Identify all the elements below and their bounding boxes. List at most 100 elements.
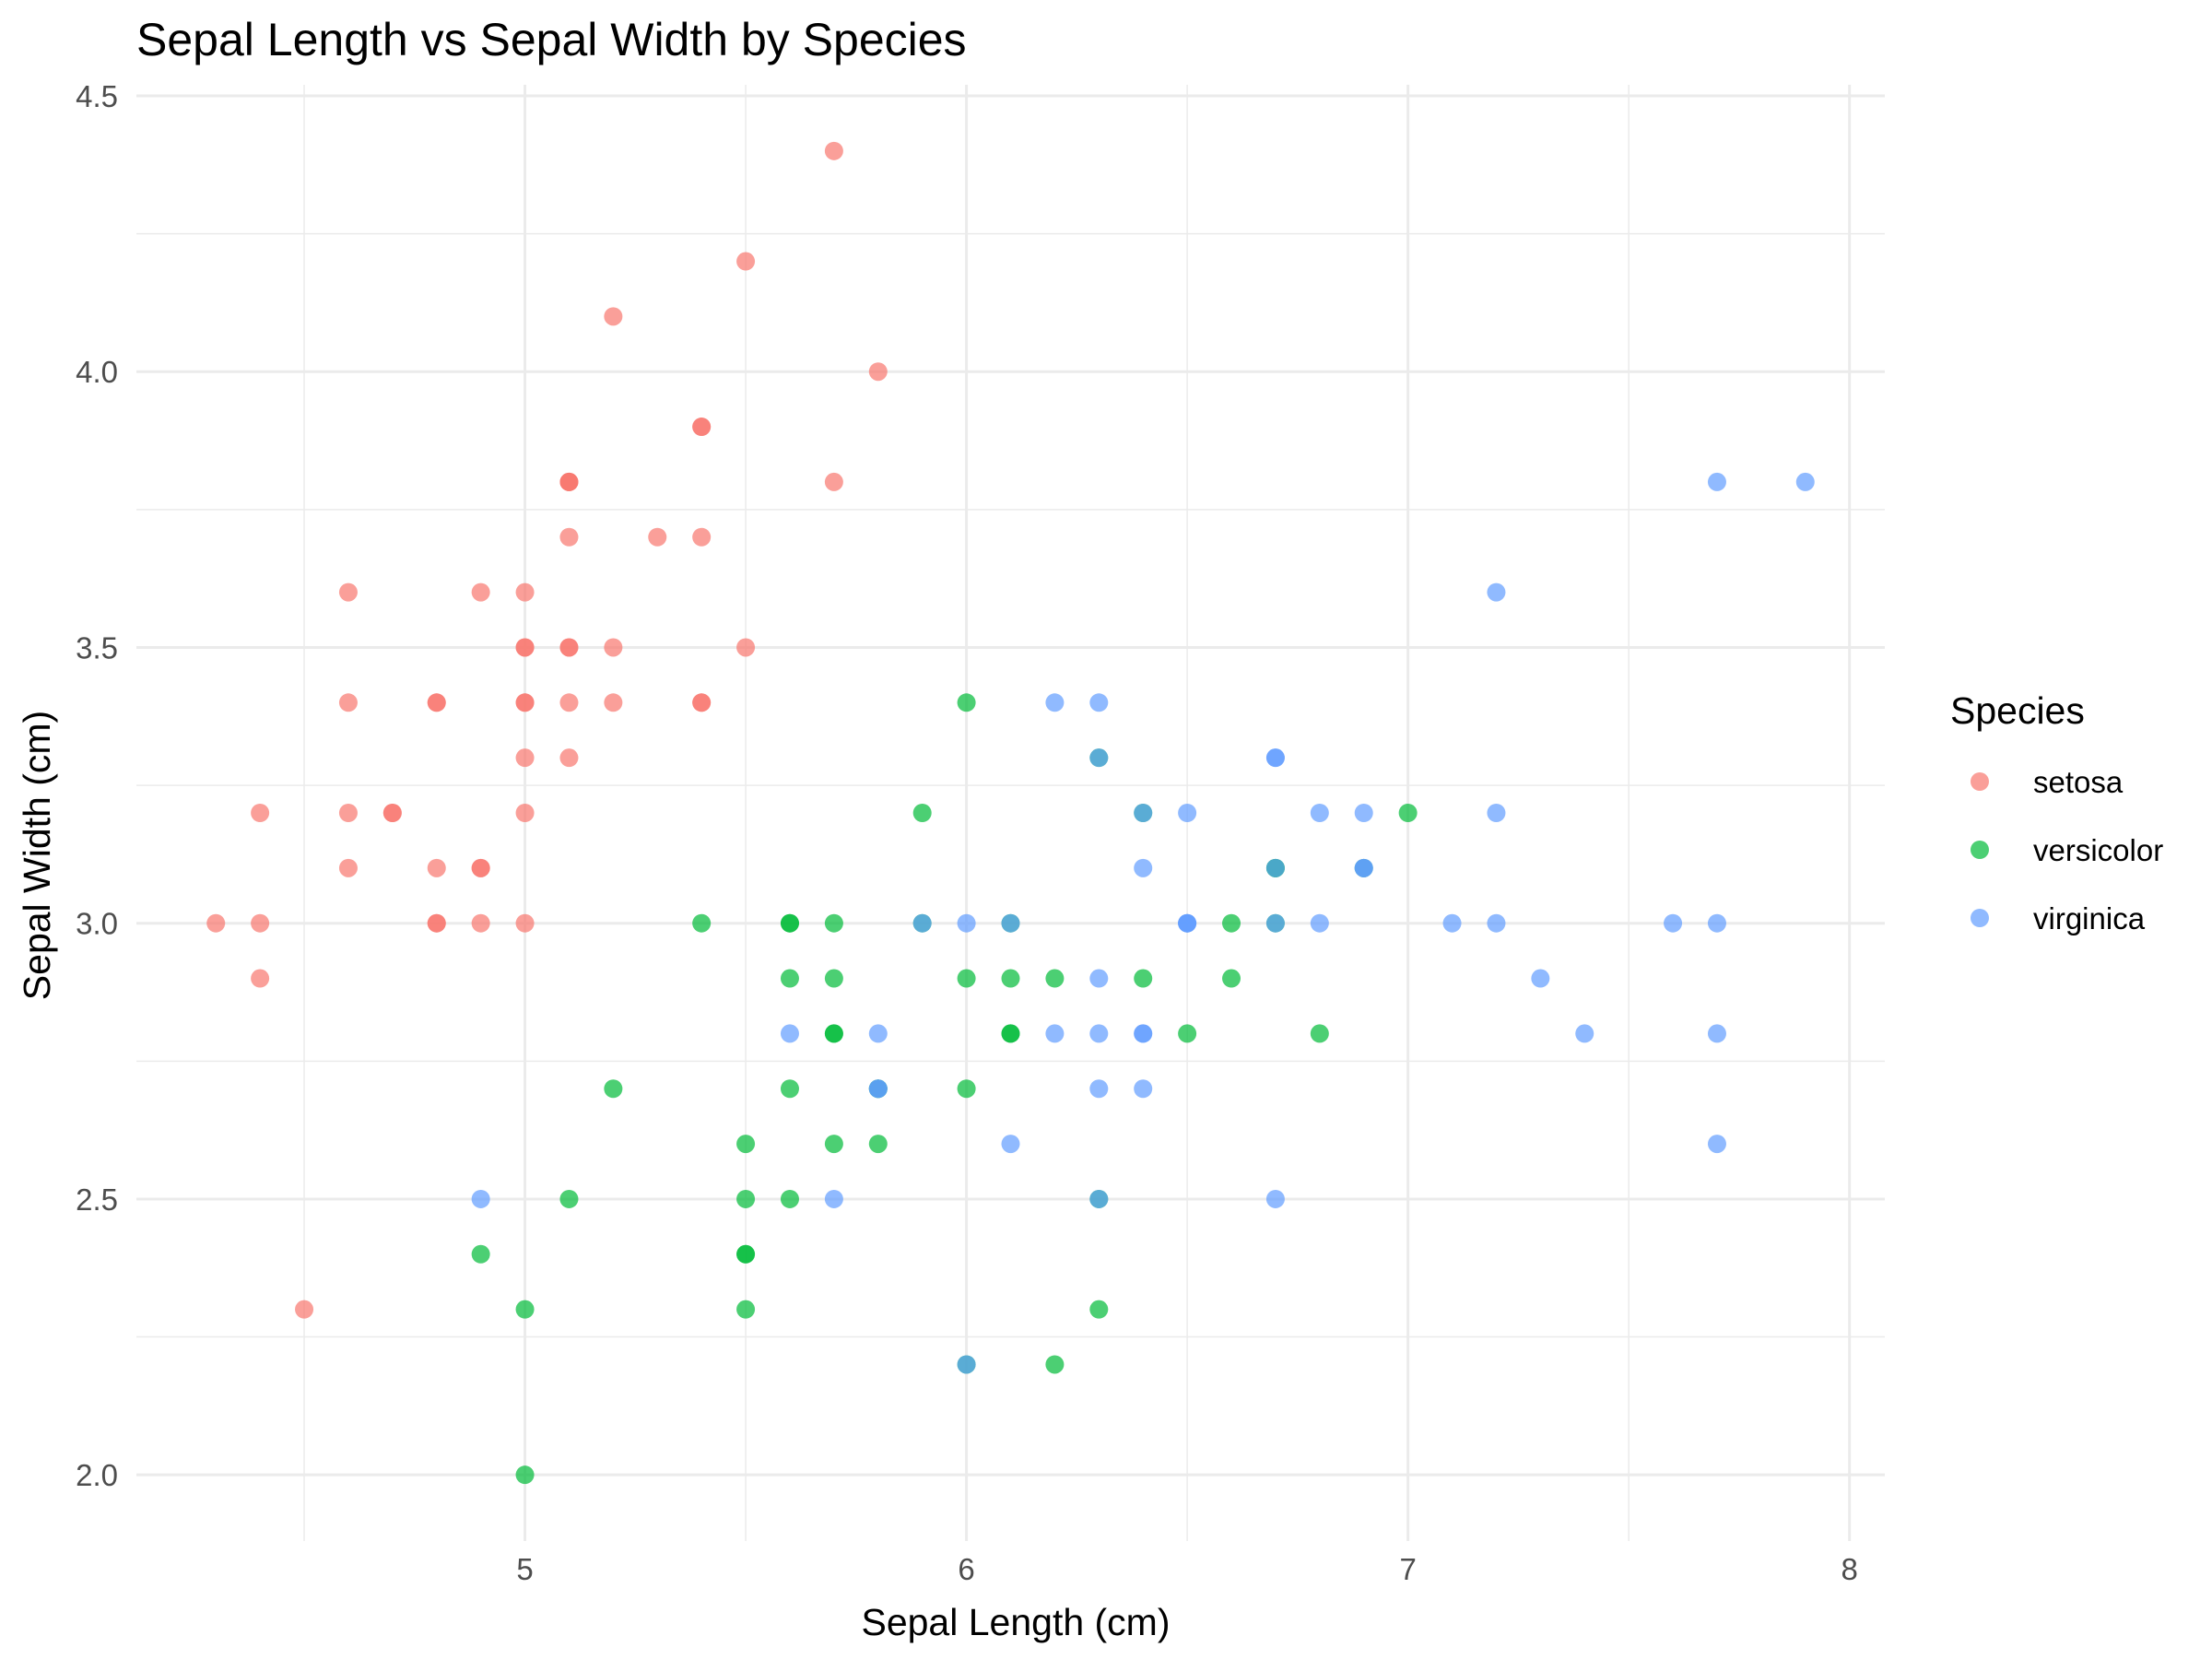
point-versicolor (736, 1244, 756, 1264)
x-tick-label: 6 (958, 1552, 974, 1586)
point-setosa (382, 804, 402, 822)
point-versicolor (1134, 969, 1153, 988)
point-versicolor (824, 913, 843, 933)
points (206, 141, 1815, 1485)
point-setosa (515, 913, 535, 933)
point-setosa (868, 362, 888, 382)
point-setosa (427, 913, 446, 933)
y-tick-label: 4.0 (76, 355, 118, 389)
point-versicolor (1222, 913, 1241, 933)
point-versicolor (824, 1024, 843, 1043)
point-virginica (1089, 1079, 1109, 1099)
point-setosa (338, 804, 358, 822)
point-virginica (1707, 1135, 1726, 1154)
legend-label-virginica: virginica (2033, 901, 2146, 935)
point-virginica (912, 913, 932, 933)
point-versicolor (1045, 1355, 1065, 1374)
point-versicolor (824, 1135, 843, 1154)
point-versicolor (912, 804, 932, 822)
point-setosa (515, 693, 535, 712)
point-virginica (1442, 913, 1462, 933)
point-versicolor (780, 1189, 799, 1208)
point-virginica (1487, 582, 1506, 602)
x-axis-label: Sepal Length (cm) (861, 1601, 1170, 1643)
point-versicolor (1001, 1024, 1020, 1043)
point-virginica (1045, 1024, 1065, 1043)
point-versicolor (559, 1189, 579, 1208)
point-versicolor (1178, 1024, 1197, 1043)
y-tick-label: 3.0 (76, 907, 118, 941)
point-setosa (559, 693, 579, 712)
point-setosa (559, 472, 579, 491)
point-versicolor (515, 1465, 535, 1485)
point-virginica (1354, 858, 1373, 877)
point-versicolor (780, 969, 799, 988)
point-setosa (824, 141, 843, 160)
point-versicolor (957, 693, 976, 712)
point-virginica (868, 1079, 888, 1099)
point-setosa (692, 693, 712, 712)
point-versicolor (1222, 969, 1241, 988)
point-setosa (692, 418, 712, 437)
point-setosa (559, 638, 579, 657)
point-setosa (471, 858, 490, 877)
legend-key-versicolor (1971, 841, 1989, 859)
point-virginica (1178, 804, 1197, 822)
y-tick-labels: 2.0 2.5 3.0 3.5 4.0 4.5 (76, 79, 118, 1492)
point-setosa (338, 582, 358, 602)
point-setosa (736, 638, 756, 657)
point-virginica (1707, 1024, 1726, 1043)
point-virginica (1089, 1189, 1109, 1208)
point-virginica (868, 1024, 888, 1043)
point-virginica (1795, 472, 1815, 491)
point-virginica (1265, 1189, 1285, 1208)
y-tick-label: 3.5 (76, 630, 118, 665)
point-versicolor (868, 1135, 888, 1154)
point-virginica (1089, 748, 1109, 768)
point-virginica (824, 1189, 843, 1208)
point-virginica (1265, 858, 1285, 877)
point-versicolor (780, 913, 799, 933)
point-setosa (692, 527, 712, 547)
point-setosa (427, 858, 446, 877)
point-virginica (1089, 969, 1109, 988)
x-tick-labels: 5 6 7 8 (516, 1552, 1857, 1586)
point-versicolor (1045, 969, 1065, 988)
point-versicolor (515, 1300, 535, 1319)
point-setosa (515, 748, 535, 768)
point-versicolor (824, 969, 843, 988)
point-virginica (1664, 913, 1683, 933)
point-setosa (559, 748, 579, 768)
point-setosa (515, 582, 535, 602)
point-setosa (515, 804, 535, 822)
point-virginica (957, 1355, 976, 1374)
point-setosa (427, 693, 446, 712)
point-versicolor (957, 969, 976, 988)
point-virginica (780, 1024, 799, 1043)
point-virginica (1487, 804, 1506, 822)
x-tick-label: 5 (516, 1552, 533, 1586)
y-tick-label: 4.5 (76, 79, 118, 113)
point-setosa (471, 913, 490, 933)
point-virginica (1001, 913, 1020, 933)
point-versicolor (736, 1135, 756, 1154)
grid (136, 85, 1885, 1541)
point-virginica (1310, 913, 1329, 933)
point-setosa (604, 638, 623, 657)
point-virginica (1575, 1024, 1594, 1043)
point-setosa (338, 858, 358, 877)
point-versicolor (1398, 804, 1418, 822)
legend: Species setosa versicolor virginica (1950, 689, 2163, 935)
point-virginica (1134, 804, 1153, 822)
y-tick-label: 2.0 (76, 1458, 118, 1492)
point-virginica (1707, 472, 1726, 491)
point-setosa (604, 307, 623, 326)
point-versicolor (692, 913, 712, 933)
point-virginica (957, 913, 976, 933)
point-setosa (824, 472, 843, 491)
point-virginica (1134, 1024, 1153, 1043)
legend-key-virginica (1971, 909, 1989, 927)
point-versicolor (1089, 1300, 1109, 1319)
y-axis-label: Sepal Width (cm) (16, 711, 58, 1000)
